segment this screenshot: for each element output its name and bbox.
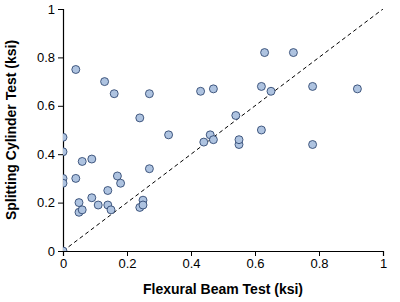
tick: 0.8 [310, 251, 328, 271]
point [94, 201, 102, 209]
tick-label: 0.2 [118, 256, 136, 271]
tick-mark [58, 57, 63, 58]
tick: 0.4 [182, 251, 200, 271]
tick-mark [58, 106, 63, 107]
tick-label: 0.2 [37, 195, 55, 210]
tick: 0.2 [37, 195, 63, 210]
tick: 0.4 [37, 147, 63, 162]
tick-label: 0 [48, 244, 55, 259]
tick: 0 [60, 251, 67, 271]
point [88, 194, 96, 202]
tick-label: 0 [60, 256, 67, 271]
marks [63, 9, 383, 251]
point [63, 247, 67, 251]
tick: 1 [48, 2, 63, 17]
x-axis-title: Flexural Beam Test (ksi) [143, 281, 303, 297]
point [117, 179, 125, 187]
point [88, 155, 96, 163]
tick: 0.2 [118, 251, 136, 271]
point [145, 165, 153, 173]
axis-line [58, 10, 64, 252]
tick: 0.8 [37, 50, 63, 65]
point [309, 141, 317, 149]
point [200, 138, 208, 146]
point [139, 201, 147, 209]
point [75, 199, 83, 207]
tick: 0 [48, 244, 63, 259]
tick-label: 0.6 [246, 256, 264, 271]
point [257, 82, 265, 90]
tick-label: 0.4 [37, 147, 55, 162]
tick-label: 0.8 [310, 256, 328, 271]
point [101, 78, 109, 86]
tick-mark [58, 9, 63, 10]
axis-line [64, 252, 384, 257]
point [309, 82, 317, 90]
point [289, 49, 297, 57]
tick: 0.6 [246, 251, 264, 271]
plot: 0 0.2 0.4 0.6 0.8 1 0 0.2 0.4 0.6 0.8 1 [37, 2, 387, 272]
point [353, 85, 361, 93]
point [107, 206, 115, 214]
point [136, 114, 144, 122]
reference-line [63, 9, 383, 251]
point [104, 187, 112, 195]
point [63, 133, 67, 141]
tick-mark [58, 251, 63, 252]
point [209, 136, 217, 144]
point [235, 136, 243, 144]
tick: 1 [380, 251, 387, 271]
x-axis: 0 0.2 0.4 0.6 0.8 1 [60, 251, 387, 271]
point [232, 111, 240, 119]
point [165, 131, 173, 139]
point [78, 157, 86, 165]
y-axis-title: Splitting Cylinder Test (ksi) [3, 40, 19, 220]
point [72, 174, 80, 182]
y-axis: 0 0.2 0.4 0.6 0.8 1 [37, 2, 64, 259]
tick-mark [58, 203, 63, 204]
tick-label: 0.8 [37, 50, 55, 65]
tick-label: 1 [48, 2, 55, 17]
point [257, 126, 265, 134]
point [209, 85, 217, 93]
tick-label: 0.4 [182, 256, 200, 271]
tick-label: 0.6 [37, 98, 55, 113]
point [110, 90, 118, 98]
point [72, 66, 80, 74]
point [113, 172, 121, 180]
tick-mark [58, 154, 63, 155]
point [261, 49, 269, 57]
tick-label: 1 [380, 256, 387, 271]
chart: 0 0.2 0.4 0.6 0.8 1 0 0.2 0.4 0.6 0.8 1 Flexural Bea… [0, 0, 400, 302]
point [145, 90, 153, 98]
tick: 0.6 [37, 98, 63, 113]
point [267, 87, 275, 95]
point [197, 87, 205, 95]
point [63, 179, 67, 187]
point [78, 206, 86, 214]
point [63, 148, 67, 156]
